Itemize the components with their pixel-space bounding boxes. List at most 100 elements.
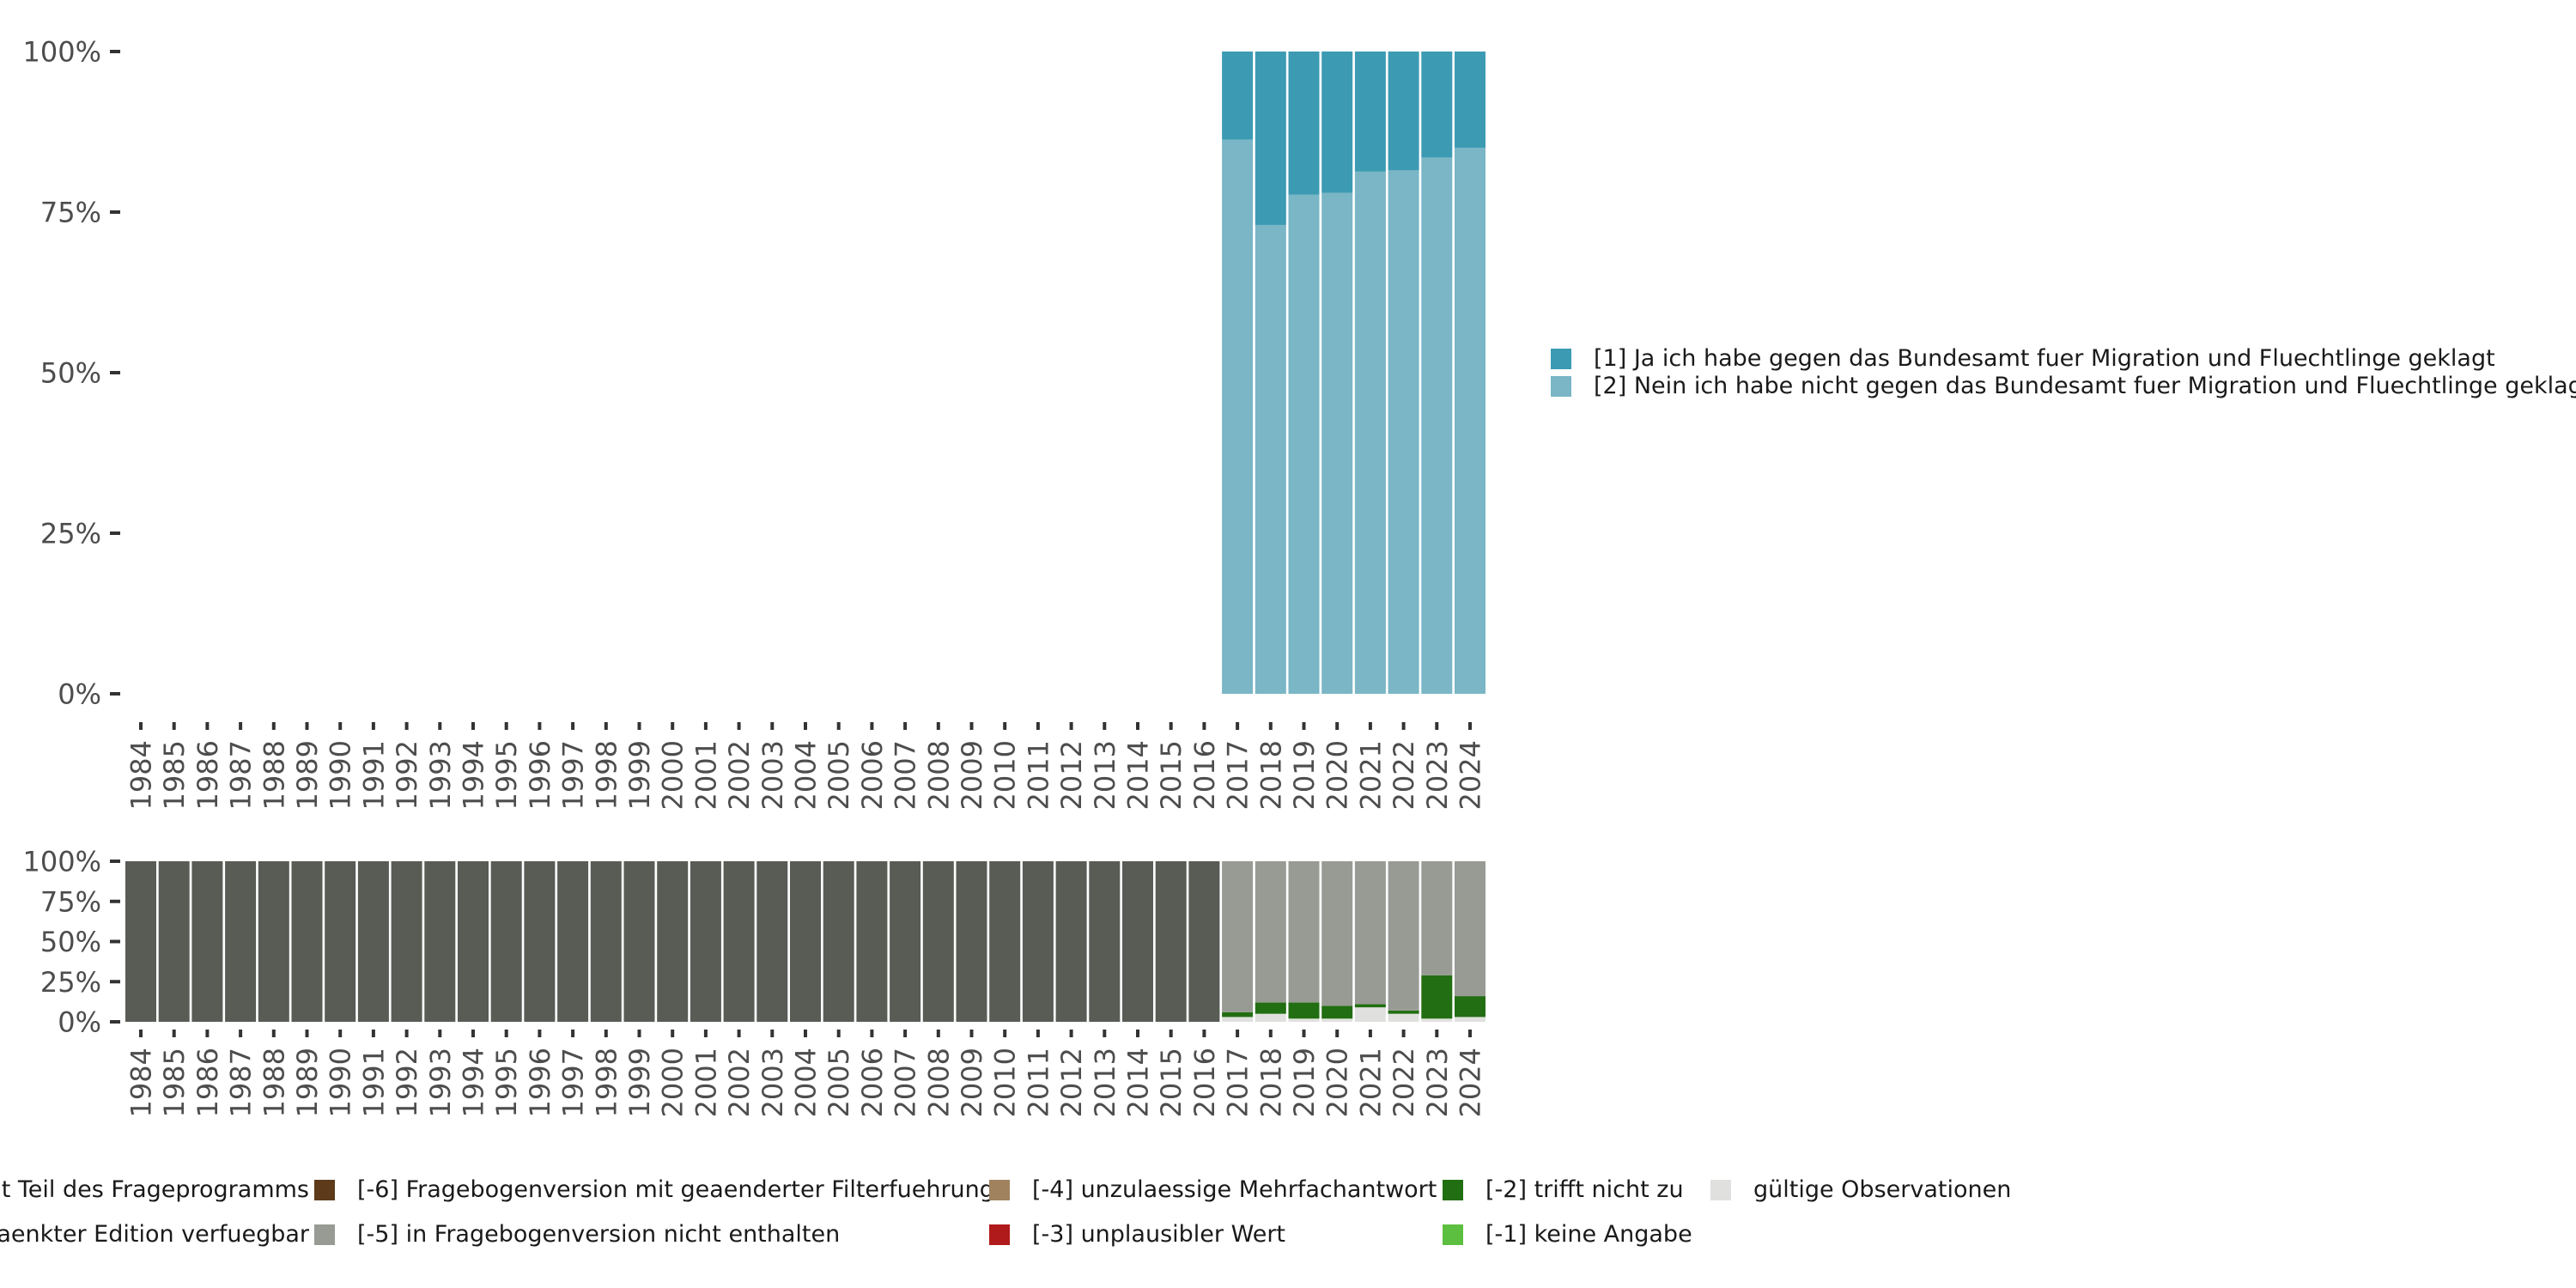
top-panel-x-tick-label: 1985	[158, 740, 191, 810]
bottom-panel-bar-segment	[1388, 1010, 1419, 1014]
bottom-panel-bar-segment	[1022, 861, 1054, 1022]
bottom-legend-swatch	[989, 1180, 1010, 1200]
bottom-panel-bar-segment	[1455, 996, 1485, 1018]
bottom-panel-bar-segment	[1354, 1007, 1386, 1022]
top-panel-x-tick-label: 1988	[258, 740, 290, 810]
bottom-panel-bar-segment	[657, 861, 689, 1022]
top-legend-label: [2] Nein ich habe nicht gegen das Bundes…	[1594, 373, 2576, 399]
bottom-panel-bar-segment	[291, 861, 323, 1022]
bottom-panel-x-tick-label: 2020	[1321, 1048, 1354, 1117]
bottom-panel-bar-segment	[458, 861, 489, 1022]
bottom-panel-x-tick-label: 2000	[657, 1048, 690, 1117]
bottom-panel-bar-segment	[922, 861, 954, 1022]
bottom-panel-x-tick-label: 2014	[1122, 1048, 1155, 1117]
top-panel-bar-segment	[1222, 52, 1254, 140]
bottom-panel-x-tick-label: 2021	[1354, 1048, 1387, 1117]
top-panel-bar-segment	[1321, 52, 1353, 193]
bottom-panel-bar-segment	[424, 861, 456, 1022]
bottom-panel-bar-segment	[125, 861, 156, 1022]
bottom-panel-x-tick-label: 2011	[1022, 1048, 1054, 1117]
top-panel-x-tick-label: 1999	[623, 740, 656, 810]
bottom-panel-bar-segment	[1055, 861, 1087, 1022]
bottom-panel-x-tick-label: 2005	[823, 1048, 855, 1117]
top-panel-x-tick-label: 2007	[890, 740, 922, 810]
bottom-panel-x-tick-label: 1988	[258, 1048, 290, 1117]
bottom-panel-x-tick-label: 2015	[1155, 1048, 1188, 1117]
bottom-legend: [-8] Frage in diesem Jahr nicht Teil des…	[0, 1176, 2011, 1248]
top-panel-x-tick-label: 2004	[790, 740, 823, 810]
bottom-panel-bar-segment	[856, 861, 888, 1022]
bottom-panel-x-tick-label: 2022	[1388, 1048, 1420, 1117]
top-panel-y-tick-label: 25%	[40, 518, 101, 550]
bottom-panel-x-tick-label: 1996	[524, 1048, 556, 1117]
top-panel-bar-segment	[1288, 52, 1320, 195]
bottom-legend-label: [-8] Frage in diesem Jahr nicht Teil des…	[0, 1176, 309, 1203]
top-panel-bar-segment	[1222, 139, 1254, 694]
bottom-panel-bar-segment	[158, 861, 190, 1022]
bottom-legend-swatch	[989, 1224, 1010, 1245]
top-panel-x-tick-label: 2003	[756, 740, 789, 810]
bottom-panel-bar-segment	[1354, 1004, 1386, 1008]
bottom-panel-bar-segment	[1288, 861, 1320, 1003]
bottom-panel-bar-segment	[989, 861, 1021, 1022]
bottom-panel-bar-segment	[590, 861, 622, 1022]
bottom-panel-bar-segment	[1222, 1012, 1254, 1018]
bottom-panel-bar-segment	[490, 861, 522, 1022]
bottom-panel-bar-segment	[191, 861, 223, 1022]
bottom-legend-label: [-6] Fragebogenversion mit geaenderter F…	[357, 1176, 994, 1203]
top-legend-swatch	[1551, 349, 1571, 369]
top-panel-x-tick-label: 1989	[291, 740, 324, 810]
top-panel-bar-segment	[1388, 52, 1419, 171]
bottom-panel-bar-segment	[1421, 975, 1453, 1019]
bottom-legend-label: [-1] keine Angabe	[1485, 1221, 1692, 1248]
top-panel-bar-segment	[1255, 52, 1286, 225]
bottom-panel-x-tick-label: 2013	[1089, 1048, 1121, 1117]
bottom-panel-x-tick-label: 2001	[690, 1048, 722, 1117]
bottom-panel-bar-segment	[1388, 1013, 1419, 1022]
bottom-panel-x-tick-label: 2024	[1455, 1048, 1487, 1117]
bottom-legend-label: [-4] unzulaessige Mehrfachantwort	[1032, 1176, 1437, 1203]
bottom-panel-x-tick-label: 2003	[756, 1048, 789, 1117]
bottom-panel-bar-segment	[391, 861, 422, 1022]
top-panel-x-tick-label: 2011	[1022, 740, 1054, 810]
bottom-panel-bar-segment	[756, 861, 788, 1022]
bottom-panel-bar-segment	[690, 861, 721, 1022]
bottom-legend-swatch	[1443, 1180, 1463, 1200]
bottom-panel-bar-segment	[1255, 861, 1286, 1003]
bottom-panel-bar-segment	[357, 861, 389, 1022]
top-legend-label: [1] Ja ich habe gegen das Bundesamt fuer…	[1594, 345, 2495, 372]
bottom-panel-x-tick-label: 1993	[424, 1048, 457, 1117]
bottom-panel-x-tick-label: 1989	[291, 1048, 324, 1117]
bottom-panel-bar-segment	[1421, 861, 1453, 975]
top-panel-y-tick-label: 50%	[40, 357, 101, 390]
top-panel-bar-segment	[1421, 157, 1453, 695]
bottom-panel-bar-segment	[1321, 1005, 1353, 1019]
bottom-panel-x-tick-label: 1997	[557, 1048, 590, 1117]
bottom-panel-bar-segment	[790, 861, 821, 1022]
top-panel-y-tick-label: 0%	[58, 678, 101, 711]
top-panel-x-tick-label: 2020	[1321, 740, 1354, 810]
bottom-panel-bar-segment	[1255, 1002, 1286, 1014]
top-panel-x-tick-label: 1995	[490, 740, 523, 810]
top-panel-bar-segment	[1388, 170, 1419, 694]
top-panel-bar-segment	[1255, 224, 1286, 695]
top-panel-x-tick-label: 2024	[1455, 740, 1487, 810]
top-panel-x-tick-label: 2006	[856, 740, 889, 810]
bottom-panel-x-tick-label: 2019	[1288, 1048, 1321, 1117]
top-panel-bar-segment	[1288, 194, 1320, 694]
bottom-panel-x-tick-label: 1986	[191, 1048, 224, 1117]
bottom-panel-bar-segment	[1222, 1017, 1254, 1022]
top-panel-x-tick-label: 1984	[125, 740, 158, 810]
bottom-panel-bar-segment	[325, 861, 356, 1022]
bottom-missing-panel: 0%25%50%75%100%1984 1985 1986 1987 1988 1989 1…	[23, 846, 1487, 1118]
bottom-panel-y-tick-label: 75%	[40, 885, 101, 918]
bottom-panel-bar-segment	[225, 861, 257, 1022]
top-panel-y-tick-label: 75%	[40, 197, 101, 229]
bottom-panel-bar-segment	[1255, 1013, 1286, 1022]
top-panel-bar-segment	[1421, 52, 1453, 158]
bottom-panel-x-tick-label: 1995	[490, 1048, 523, 1117]
bottom-panel-x-tick-label: 2010	[989, 1048, 1022, 1117]
top-panel-bar-segment	[1354, 171, 1386, 695]
bottom-panel-x-tick-label: 2016	[1188, 1048, 1221, 1117]
bottom-panel-y-tick-label: 100%	[23, 846, 101, 878]
